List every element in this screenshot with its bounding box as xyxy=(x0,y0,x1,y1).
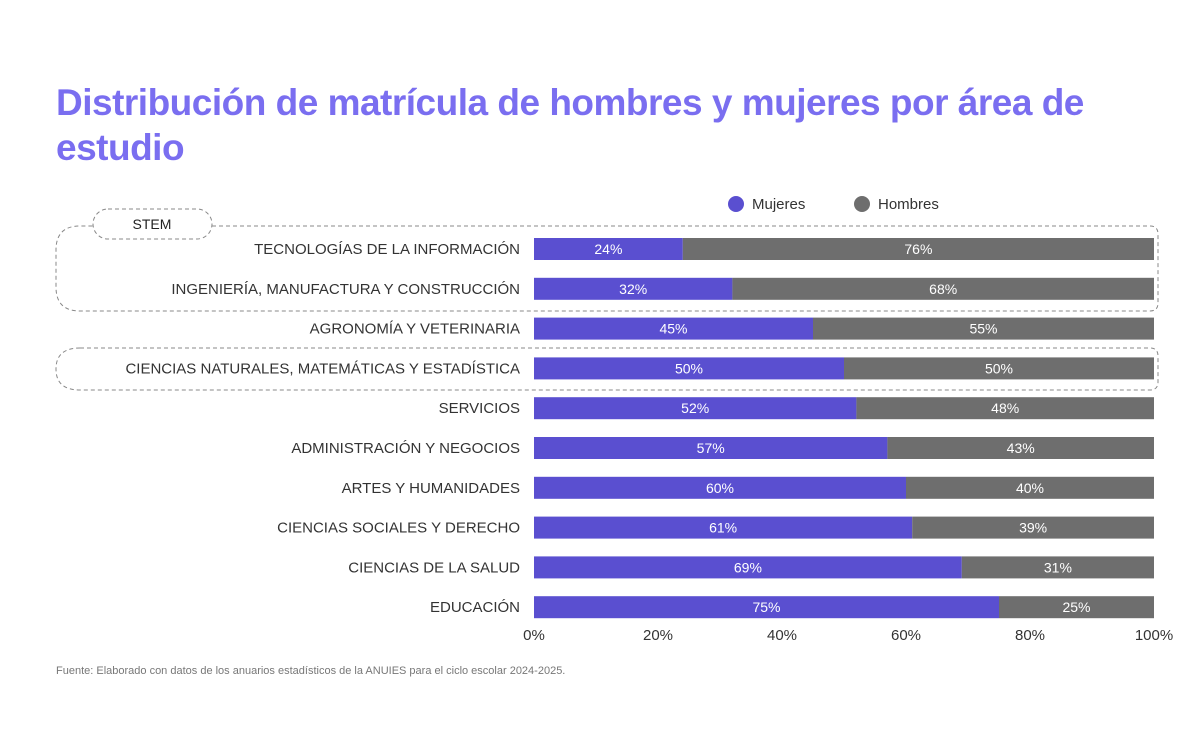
category-label: CIENCIAS DE LA SALUD xyxy=(348,559,520,576)
category-label: ARTES Y HUMANIDADES xyxy=(342,480,520,497)
bar-mujeres xyxy=(534,357,844,380)
category-label: AGRONOMÍA Y VETERINARIA xyxy=(310,321,520,338)
x-tick-label: 80% xyxy=(1015,627,1045,644)
legend-marker-hombres xyxy=(854,196,870,212)
bar-mujeres xyxy=(534,556,962,579)
bar-hombres xyxy=(813,317,1154,340)
legend-label-hombres: Hombres xyxy=(878,196,939,213)
bar-mujeres xyxy=(534,397,857,420)
legend-label-mujeres: Mujeres xyxy=(752,196,805,213)
bar-mujeres xyxy=(534,317,813,340)
data-label: 60% xyxy=(706,480,734,496)
stem-label: STEM xyxy=(133,216,172,232)
bar-hombres xyxy=(887,437,1154,459)
bar-mujeres xyxy=(534,516,913,539)
chart-title: Distribución de matrícula de hombres y m… xyxy=(56,82,1084,168)
data-label: 45% xyxy=(659,321,687,337)
data-label: 39% xyxy=(1019,520,1047,536)
x-tick-label: 0% xyxy=(523,627,545,644)
data-label: 69% xyxy=(734,559,762,575)
category-label: EDUCACIÓN xyxy=(430,599,520,616)
bar-hombres xyxy=(906,476,1154,499)
bar-hombres xyxy=(732,277,1154,300)
stem-label-pill xyxy=(92,208,213,240)
data-label: 25% xyxy=(1062,599,1090,615)
data-label: 76% xyxy=(904,241,932,257)
stem-group-outline xyxy=(55,225,1159,312)
data-label: 75% xyxy=(752,599,780,615)
data-label: 68% xyxy=(929,281,957,297)
x-tick-label: 40% xyxy=(767,627,797,644)
data-label: 52% xyxy=(681,400,709,416)
data-label: 43% xyxy=(1007,440,1035,456)
category-label: INGENIERÍA, MANUFACTURA Y CONSTRUCCIÓN xyxy=(171,281,520,298)
data-label: 50% xyxy=(985,360,1013,376)
bar-hombres xyxy=(999,596,1154,619)
data-label: 24% xyxy=(594,241,622,257)
x-tick-label: 100% xyxy=(1135,627,1173,644)
bar-mujeres xyxy=(534,596,999,619)
x-tick-label: 60% xyxy=(891,627,921,644)
stem-group-outline xyxy=(55,347,1159,391)
data-label: 61% xyxy=(709,520,737,536)
category-label: SERVICIOS xyxy=(439,400,520,417)
data-label: 50% xyxy=(675,360,703,376)
bar-hombres xyxy=(961,556,1154,579)
data-label: 32% xyxy=(619,281,647,297)
bar-hombres xyxy=(844,357,1154,380)
bar-mujeres xyxy=(534,476,906,499)
x-tick-label: 20% xyxy=(643,627,673,644)
bar-hombres xyxy=(912,516,1154,539)
data-label: 57% xyxy=(697,440,725,456)
category-label: CIENCIAS SOCIALES Y DERECHO xyxy=(277,520,520,537)
bar-mujeres xyxy=(534,437,888,459)
category-label: ADMINISTRACIÓN Y NEGOCIOS xyxy=(291,440,520,457)
bar-mujeres xyxy=(534,238,683,260)
category-label: TECNOLOGÍAS DE LA INFORMACIÓN xyxy=(254,241,520,258)
legend-marker-mujeres xyxy=(728,196,744,212)
data-label: 55% xyxy=(969,321,997,337)
category-label: CIENCIAS NATURALES, MATEMÁTICAS Y ESTADÍ… xyxy=(125,360,520,377)
data-label: 40% xyxy=(1016,480,1044,496)
source-note: Fuente: Elaborado con datos de los anuar… xyxy=(56,665,566,677)
data-label: 48% xyxy=(991,400,1019,416)
bar-hombres xyxy=(856,397,1154,420)
data-label: 31% xyxy=(1044,559,1072,575)
bar-hombres xyxy=(682,238,1154,260)
bar-mujeres xyxy=(534,277,733,300)
